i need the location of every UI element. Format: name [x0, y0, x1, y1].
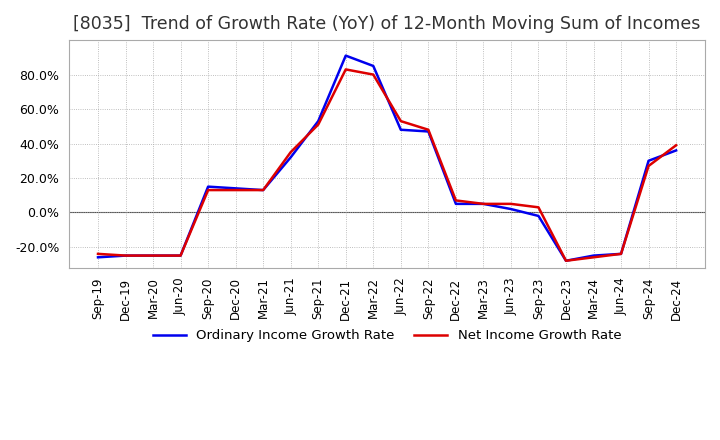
Net Income Growth Rate	[204, 187, 212, 193]
Ordinary Income Growth Rate	[672, 148, 680, 153]
Ordinary Income Growth Rate	[507, 206, 516, 212]
Ordinary Income Growth Rate	[287, 155, 295, 160]
Ordinary Income Growth Rate	[94, 255, 102, 260]
Net Income Growth Rate	[617, 251, 626, 257]
Ordinary Income Growth Rate	[424, 129, 433, 134]
Net Income Growth Rate	[231, 187, 240, 193]
Ordinary Income Growth Rate	[314, 118, 323, 124]
Ordinary Income Growth Rate	[259, 187, 268, 193]
Line: Ordinary Income Growth Rate: Ordinary Income Growth Rate	[98, 55, 676, 261]
Ordinary Income Growth Rate	[562, 258, 570, 264]
Ordinary Income Growth Rate	[479, 201, 487, 206]
Ordinary Income Growth Rate	[369, 63, 377, 69]
Net Income Growth Rate	[121, 253, 130, 258]
Net Income Growth Rate	[176, 253, 185, 258]
Net Income Growth Rate	[451, 198, 460, 203]
Net Income Growth Rate	[672, 143, 680, 148]
Ordinary Income Growth Rate	[617, 251, 626, 257]
Ordinary Income Growth Rate	[204, 184, 212, 189]
Ordinary Income Growth Rate	[397, 127, 405, 132]
Line: Net Income Growth Rate: Net Income Growth Rate	[98, 70, 676, 261]
Net Income Growth Rate	[369, 72, 377, 77]
Net Income Growth Rate	[397, 118, 405, 124]
Ordinary Income Growth Rate	[534, 213, 543, 219]
Net Income Growth Rate	[562, 258, 570, 264]
Net Income Growth Rate	[644, 163, 653, 169]
Net Income Growth Rate	[287, 150, 295, 155]
Ordinary Income Growth Rate	[644, 158, 653, 163]
Net Income Growth Rate	[314, 122, 323, 127]
Net Income Growth Rate	[424, 127, 433, 132]
Title: [8035]  Trend of Growth Rate (YoY) of 12-Month Moving Sum of Incomes: [8035] Trend of Growth Rate (YoY) of 12-…	[73, 15, 701, 33]
Net Income Growth Rate	[259, 187, 268, 193]
Net Income Growth Rate	[507, 201, 516, 206]
Ordinary Income Growth Rate	[231, 186, 240, 191]
Net Income Growth Rate	[94, 251, 102, 257]
Net Income Growth Rate	[479, 201, 487, 206]
Net Income Growth Rate	[534, 205, 543, 210]
Net Income Growth Rate	[341, 67, 350, 72]
Ordinary Income Growth Rate	[451, 201, 460, 206]
Ordinary Income Growth Rate	[176, 253, 185, 258]
Ordinary Income Growth Rate	[149, 253, 158, 258]
Ordinary Income Growth Rate	[121, 253, 130, 258]
Net Income Growth Rate	[149, 253, 158, 258]
Ordinary Income Growth Rate	[589, 253, 598, 258]
Legend: Ordinary Income Growth Rate, Net Income Growth Rate: Ordinary Income Growth Rate, Net Income …	[148, 324, 627, 348]
Ordinary Income Growth Rate	[341, 53, 350, 58]
Net Income Growth Rate	[589, 255, 598, 260]
